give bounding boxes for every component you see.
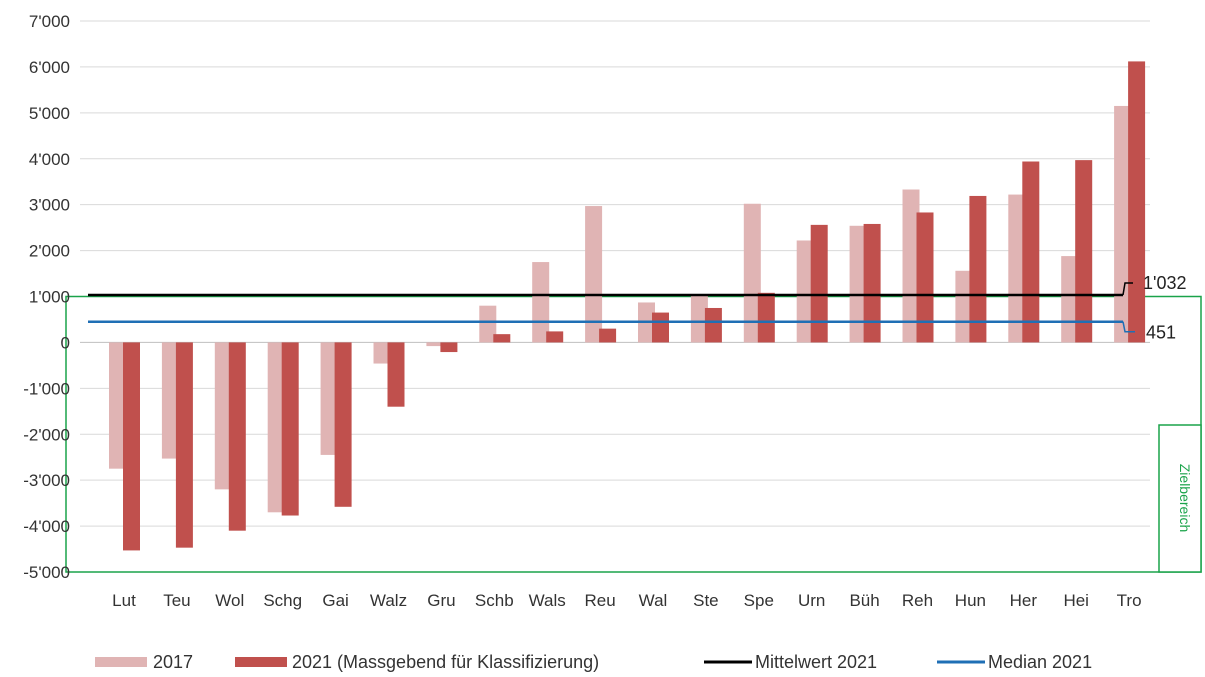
x-tick-label: Reh [902, 591, 933, 610]
legend-label-median: Median 2021 [988, 652, 1092, 672]
bar-2017 [161, 342, 179, 459]
y-tick-label: 5'000 [29, 104, 70, 123]
bar-2021 [546, 331, 564, 343]
bar-2021 [123, 342, 140, 551]
x-tick-label: Gai [322, 591, 348, 610]
bar-2021 [281, 342, 299, 516]
bar-2017 [1008, 194, 1026, 343]
bar-2017 [426, 342, 444, 347]
x-axis-tick-labels: Lut Teu Wol Schg Gai Walz Gru Schb Wals Reu Wal Ste… [112, 591, 1141, 610]
bar-2021 [969, 195, 987, 343]
x-tick-label: Tro [1117, 591, 1142, 610]
legend-label-2021: 2021 (Massgebend für Klassifizierung) [292, 652, 599, 672]
target-zone-label-box [1158, 424, 1202, 573]
bars [109, 61, 1146, 551]
bar-2021 [1022, 161, 1040, 343]
x-tick-label: Urn [798, 591, 825, 610]
x-tick-label: Schb [475, 591, 514, 610]
legend-swatch-2017 [95, 657, 147, 667]
bar-2021 [757, 292, 775, 343]
x-tick-label: Gru [427, 591, 455, 610]
x-tick-label: Wal [639, 591, 668, 610]
y-tick-label: -1'000 [23, 379, 70, 398]
x-tick-label: Lut [112, 591, 136, 610]
mean-label-leader [1122, 282, 1133, 296]
bar-2017 [796, 240, 814, 343]
bar-2017 [849, 225, 867, 343]
bar-2017 [955, 270, 973, 343]
y-axis-tick-labels: 7'000 6'000 5'000 4'000 3'000 2'000 1'000 0 -1'0… [23, 12, 70, 582]
legend-label-2017: 2017 [153, 652, 193, 672]
bar-2021 [334, 342, 352, 507]
median-value-label: 451 [1146, 323, 1176, 343]
y-tick-label: 1'000 [29, 288, 70, 307]
y-tick-label: 6'000 [29, 58, 70, 77]
y-tick-label: 4'000 [29, 150, 70, 169]
x-tick-label: Walz [370, 591, 407, 610]
legend: 2017 2021 (Massgebend für Klassifizierung… [95, 652, 1092, 672]
y-tick-label: -5'000 [23, 563, 70, 582]
x-tick-label: Reu [585, 591, 616, 610]
x-tick-label: Hun [955, 591, 986, 610]
bar-2021 [175, 342, 193, 548]
bar-2021 [387, 342, 405, 407]
mean-value-label: 1'032 [1143, 273, 1186, 293]
y-tick-label: 0 [61, 333, 70, 352]
x-tick-label: Wol [215, 591, 244, 610]
bar-2021 [228, 342, 246, 531]
reference-lines: 1'032 451 [88, 273, 1186, 343]
bar-2021 [1075, 160, 1093, 343]
x-tick-label: Teu [163, 591, 190, 610]
y-tick-label: 3'000 [29, 196, 70, 215]
x-tick-label: Ste [693, 591, 719, 610]
y-tick-label: -3'000 [23, 471, 70, 490]
x-tick-label: Büh [849, 591, 879, 610]
y-tick-label: 2'000 [29, 242, 70, 261]
bar-2021 [704, 307, 722, 343]
median-label-leader [1122, 321, 1135, 333]
x-tick-label: Her [1010, 591, 1038, 610]
bar-2017 [690, 294, 708, 343]
bar-2021 [440, 342, 458, 353]
bar-2021 [652, 312, 669, 343]
bar-2017 [320, 342, 338, 455]
target-zone: Zielbereich [65, 295, 1202, 573]
target-zone-label: Zielbereich [1177, 464, 1193, 532]
bar-2021 [863, 223, 881, 343]
bar-2017 [479, 305, 497, 343]
bar-2017 [532, 262, 550, 343]
bar-2021 [493, 334, 511, 343]
x-tick-label: Schg [263, 591, 302, 610]
bar-2017 [373, 342, 391, 364]
bar-2021 [599, 328, 617, 343]
y-tick-label: -2'000 [23, 425, 70, 444]
y-tick-label: -4'000 [23, 517, 70, 536]
legend-label-mean: Mittelwert 2021 [755, 652, 877, 672]
bar-2017 [214, 342, 232, 490]
bar-2017 [743, 203, 761, 343]
bar-2017 [267, 342, 285, 513]
bar-2017 [109, 342, 126, 469]
bar-2021 [810, 224, 828, 343]
bar-2021 [916, 212, 934, 343]
bar-2021 [1128, 61, 1146, 343]
legend-swatch-2021 [235, 657, 287, 667]
x-tick-label: Spe [744, 591, 774, 610]
x-tick-label: Hei [1063, 591, 1089, 610]
y-tick-label: 7'000 [29, 12, 70, 31]
x-tick-label: Wals [529, 591, 566, 610]
bar-2017 [902, 189, 920, 343]
bar-2017 [585, 206, 603, 343]
